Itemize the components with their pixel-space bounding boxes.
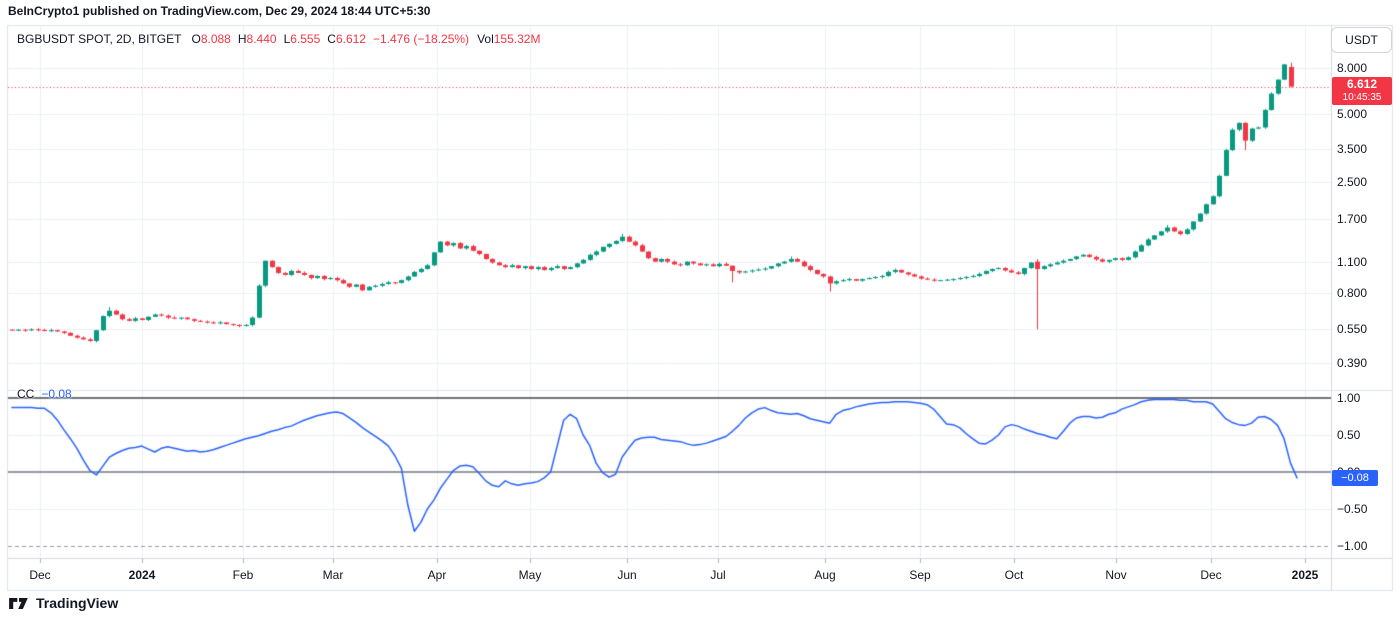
time-tick-label: Sep — [909, 568, 931, 582]
time-tick-label: Jul — [710, 568, 726, 582]
time-tick-label: Dec — [29, 568, 51, 582]
time-tick-label: Jun — [617, 568, 637, 582]
price-axis[interactable]: 8.000 5.000 3.500 2.500 1.700 1.100 0.800 0.550… — [1331, 25, 1393, 590]
time-tick-label: May — [518, 568, 542, 582]
indicator-tick-label: −0.50 — [1337, 502, 1368, 516]
volume-label: Vol — [477, 32, 494, 46]
change-value: −1.476 (−18.25%) — [372, 32, 470, 46]
indicator-tick-label: 1.00 — [1337, 391, 1361, 405]
time-tick-label: Mar — [322, 568, 344, 582]
indicator-value-label: −0.08 — [1332, 470, 1378, 486]
last-price-label[interactable]: 6.612 10:45:35 — [1332, 77, 1392, 105]
time-axis[interactable]: Dec 2024 Feb Mar Apr May Jun Jul Aug Sep Oct Nov Dec… — [8, 558, 1331, 590]
volume-value: 155.32M — [493, 32, 541, 46]
price-tick-label: 1.700 — [1337, 212, 1368, 227]
time-tick-label: Aug — [814, 568, 836, 582]
ohlc-item: L6.555 — [283, 32, 321, 46]
price-tick-label: 0.390 — [1337, 355, 1368, 370]
tradingview-logo[interactable]: TradingView — [8, 595, 118, 611]
time-tick-label: Apr — [427, 568, 447, 582]
price-tick-label: 5.000 — [1337, 106, 1368, 121]
price-tick-label: 0.800 — [1337, 285, 1368, 300]
time-tick-label: 2024 — [128, 568, 156, 582]
ohlc-item: H8.440 — [237, 32, 277, 46]
price-tick-label: 0.550 — [1337, 322, 1368, 337]
ohlc-item: C6.612 — [327, 32, 366, 46]
indicator-tick-label: −1.00 — [1337, 539, 1368, 553]
symbol-title[interactable]: BGBUSDT SPOT, 2D, BITGET — [17, 32, 182, 46]
time-tick-label: Nov — [1105, 568, 1127, 582]
tradingview-icon — [9, 597, 28, 609]
price-tick-label: 2.500 — [1337, 174, 1368, 189]
time-tick-label: Oct — [1004, 568, 1024, 582]
price-tick-label: 1.100 — [1337, 254, 1368, 269]
ohlc-item: O8.088 — [191, 32, 231, 46]
attribution-text: BeInCrypto1 published on TradingView.com… — [8, 4, 431, 18]
time-tick-label: Feb — [232, 568, 254, 582]
symbol-legend: BGBUSDT SPOT, 2D, BITGET O8.088 H8.440 L6.… — [17, 32, 547, 46]
last-price-value: 6.612 — [1346, 77, 1378, 91]
indicator-name[interactable]: CC — [17, 387, 35, 401]
price-tick-label: 3.500 — [1337, 141, 1368, 156]
currency-toggle-button[interactable]: USDT — [1331, 27, 1392, 53]
indicator-value: −0.08 — [41, 387, 72, 401]
tradingview-wordmark: TradingView — [36, 595, 119, 611]
last-price-countdown: 10:45:35 — [1342, 92, 1382, 103]
ohlc-values: O8.088 H8.440 L6.555 C6.612 — [191, 32, 373, 46]
price-tick-label: 8.000 — [1337, 61, 1368, 75]
indicator-legend: CC −0.08 — [17, 387, 72, 401]
time-tick-label: Dec — [1200, 568, 1222, 582]
time-tick-label: 2025 — [1291, 568, 1319, 582]
indicator-tick-label: 0.50 — [1337, 428, 1361, 442]
